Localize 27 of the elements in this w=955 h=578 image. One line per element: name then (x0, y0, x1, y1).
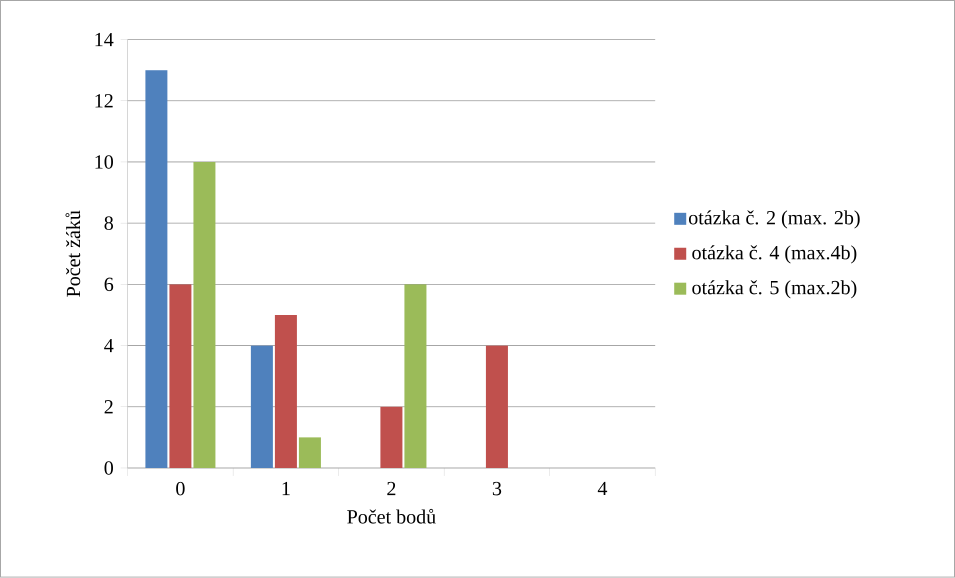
legend-label: otázka č. 4 (max.4b) (692, 245, 856, 264)
y-tick-label: 8 (104, 216, 113, 230)
x-tick-label: 0 (176, 482, 185, 496)
bar (169, 284, 192, 468)
bar (298, 438, 321, 468)
y-axis-title: Počet žáků (66, 210, 80, 298)
x-tick-label: 3 (492, 482, 502, 496)
bar (274, 315, 297, 468)
x-tick-label: 1 (282, 482, 290, 496)
bar (380, 406, 402, 468)
y-tick-label: 6 (104, 278, 114, 292)
bar (145, 70, 168, 468)
y-tick-label: 10 (96, 155, 113, 169)
y-tick-label: 2 (104, 400, 113, 414)
y-tick-label: 4 (104, 339, 114, 352)
legend-label: otázka č. 2 (max. 2b) (688, 210, 860, 229)
y-tick-label: 12 (96, 94, 113, 108)
legend-label: otázka č. 5 (max.2b) (692, 280, 856, 299)
bar (193, 162, 216, 468)
bar (250, 346, 273, 468)
x-tick-label: 4 (598, 482, 608, 496)
x-axis-title: Počet bodů (347, 509, 436, 524)
bar (486, 346, 508, 468)
x-tick-label: 2 (387, 482, 396, 496)
y-tick-label: 14 (96, 33, 114, 46)
y-tick-label: 0 (104, 461, 113, 475)
bar (404, 284, 426, 468)
